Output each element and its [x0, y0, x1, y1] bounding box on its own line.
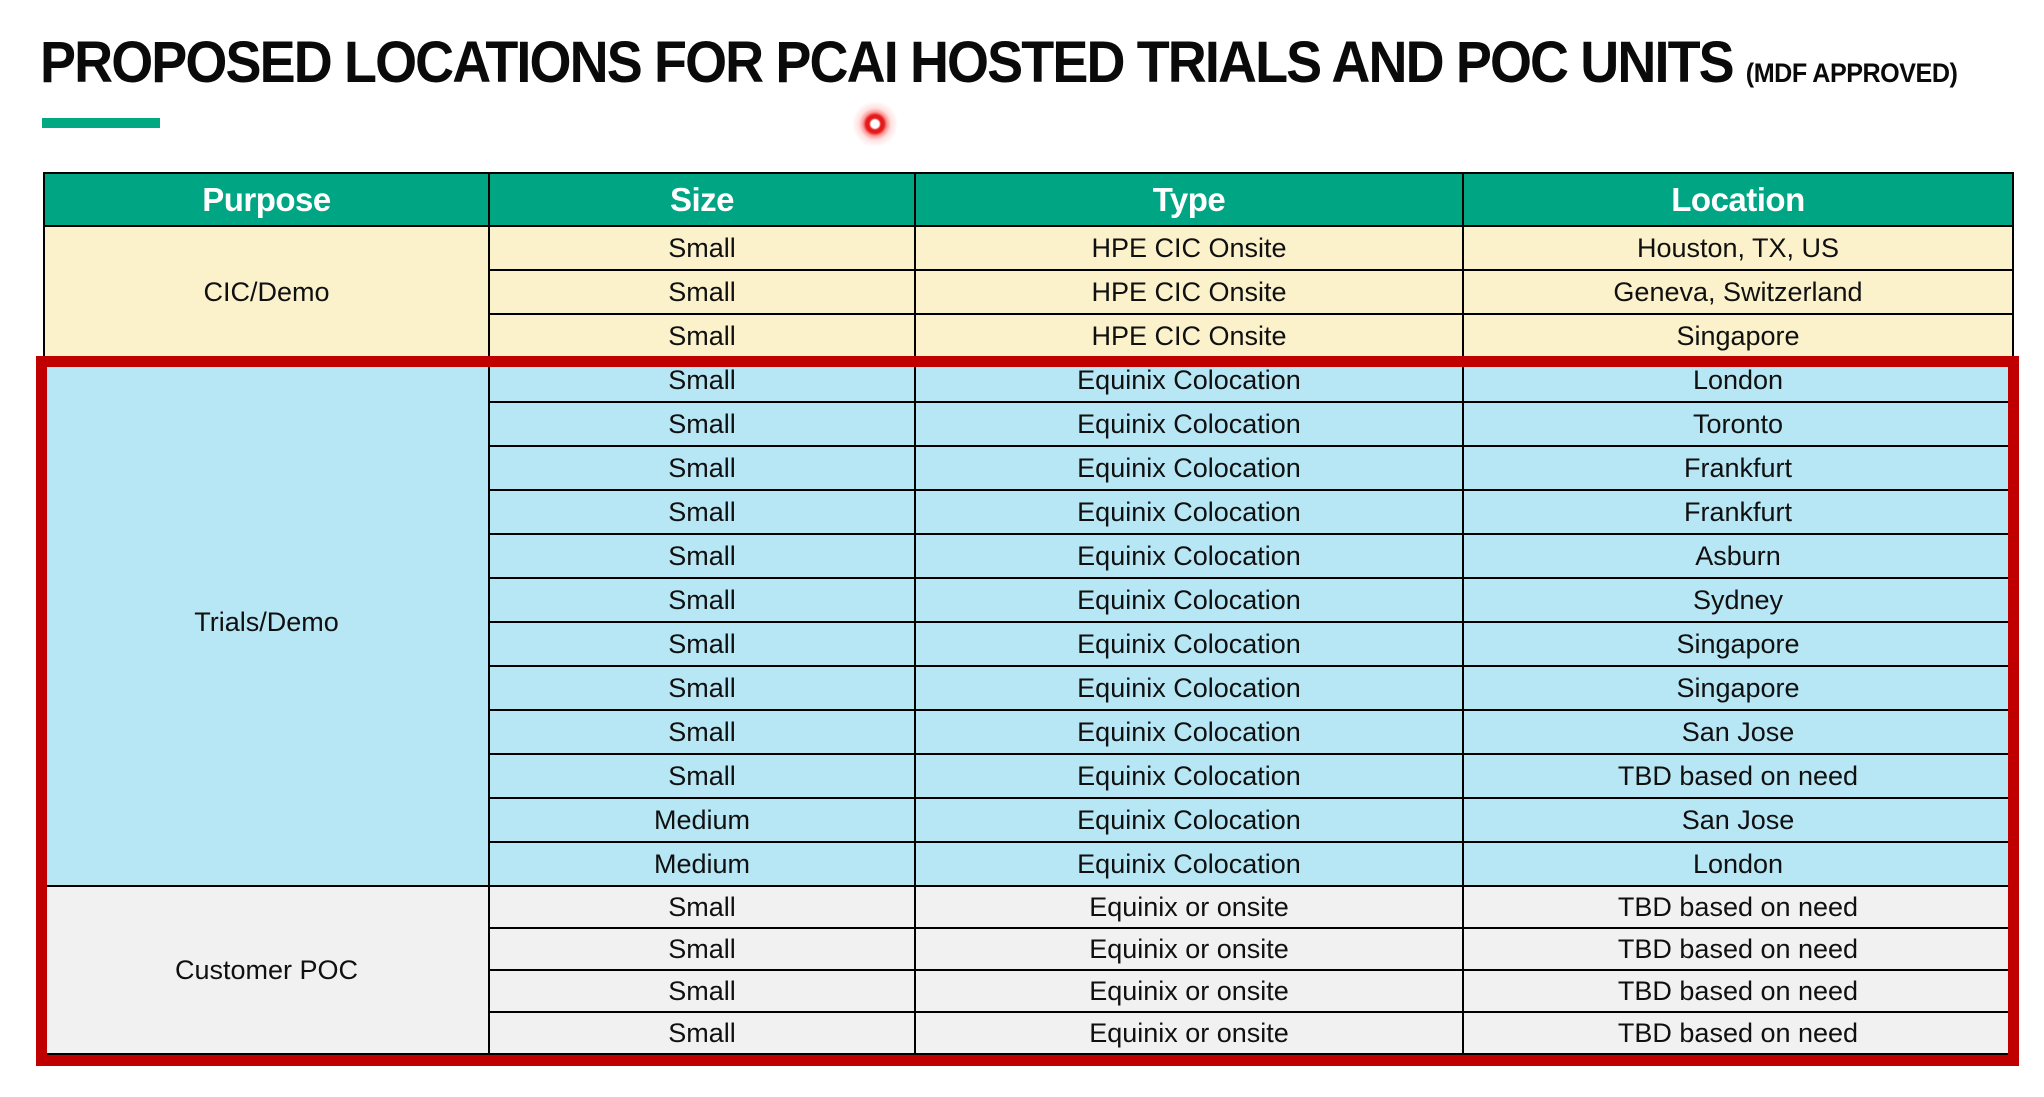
- section-customer-poc: Customer POC Small Equinix or onsite TBD…: [43, 885, 2014, 1055]
- size-cell: Small: [488, 753, 916, 799]
- type-cell: Equinix or onsite: [914, 927, 1464, 971]
- table-row: Small Equinix Colocation Asburn: [44, 533, 2014, 579]
- type-cell: Equinix Colocation: [914, 533, 1464, 579]
- location-cell: Frankfurt: [1462, 489, 2014, 535]
- size-cell: Small: [488, 225, 916, 271]
- type-cell: Equinix Colocation: [914, 841, 1464, 887]
- table-header: Purpose Size Type Location: [43, 172, 2014, 227]
- table-row: Small Equinix Colocation Sydney: [44, 577, 2014, 623]
- type-cell: Equinix or onsite: [914, 885, 1464, 929]
- type-cell: Equinix or onsite: [914, 1011, 1464, 1055]
- type-cell: Equinix Colocation: [914, 577, 1464, 623]
- type-cell: Equinix Colocation: [914, 621, 1464, 667]
- location-cell: London: [1462, 357, 2014, 403]
- location-cell: San Jose: [1462, 797, 2014, 843]
- size-cell: Medium: [488, 797, 916, 843]
- size-cell: Small: [488, 665, 916, 711]
- table-row: Small Equinix Colocation Frankfurt: [44, 445, 2014, 491]
- size-cell: Small: [488, 969, 916, 1013]
- header-cell-location: Location: [1462, 172, 2014, 227]
- location-cell: Sydney: [1462, 577, 2014, 623]
- type-cell: HPE CIC Onsite: [914, 225, 1464, 271]
- type-cell: Equinix Colocation: [914, 401, 1464, 447]
- purpose-cell: Trials/Demo: [43, 357, 490, 887]
- title-suffix: (MDF APPROVED): [1745, 58, 1958, 88]
- size-cell: Small: [488, 709, 916, 755]
- type-cell: Equinix or onsite: [914, 969, 1464, 1013]
- purpose-cell: CIC/Demo: [43, 225, 490, 359]
- type-cell: Equinix Colocation: [914, 709, 1464, 755]
- size-cell: Small: [488, 1011, 916, 1055]
- location-cell: TBD based on need: [1462, 969, 2014, 1013]
- table-row: Small Equinix Colocation Singapore: [44, 621, 2014, 667]
- header-cell-type: Type: [914, 172, 1464, 227]
- location-cell: TBD based on need: [1462, 885, 2014, 929]
- location-cell: TBD based on need: [1462, 927, 2014, 971]
- size-cell: Small: [488, 313, 916, 359]
- type-cell: Equinix Colocation: [914, 753, 1464, 799]
- type-cell: Equinix Colocation: [914, 445, 1464, 491]
- purpose-cell: Customer POC: [43, 885, 490, 1055]
- location-cell: Toronto: [1462, 401, 2014, 447]
- size-cell: Small: [488, 489, 916, 535]
- table-row: Medium Equinix Colocation London: [44, 841, 2014, 887]
- table-row: Small Equinix Colocation Toronto: [44, 401, 2014, 447]
- page-title: PROPOSED LOCATIONS FOR PCAI HOSTED TRIAL…: [40, 30, 1958, 97]
- location-cell: San Jose: [1462, 709, 2014, 755]
- table-row: Small Equinix Colocation San Jose: [44, 709, 2014, 755]
- size-cell: Small: [488, 533, 916, 579]
- size-cell: Small: [488, 927, 916, 971]
- type-cell: HPE CIC Onsite: [914, 313, 1464, 359]
- table-row: Small Equinix Colocation Singapore: [44, 665, 2014, 711]
- size-cell: Small: [488, 357, 916, 403]
- location-cell: TBD based on need: [1462, 1011, 2014, 1055]
- table-row: Medium Equinix Colocation San Jose: [44, 797, 2014, 843]
- table-row: Small HPE CIC Onsite Singapore: [44, 313, 2014, 359]
- table-row: Small Equinix Colocation Frankfurt: [44, 489, 2014, 535]
- table-row: Small Equinix or onsite TBD based on nee…: [44, 969, 2014, 1013]
- size-cell: Small: [488, 885, 916, 929]
- table-row: Small Equinix or onsite TBD based on nee…: [44, 927, 2014, 971]
- location-cell: Singapore: [1462, 621, 2014, 667]
- location-cell: TBD based on need: [1462, 753, 2014, 799]
- type-cell: Equinix Colocation: [914, 665, 1464, 711]
- type-cell: HPE CIC Onsite: [914, 269, 1464, 315]
- table-row: Small Equinix or onsite TBD based on nee…: [44, 1011, 2014, 1055]
- header-row: Purpose Size Type Location: [43, 172, 2014, 227]
- section-cic-demo: CIC/Demo Small HPE CIC Onsite Houston, T…: [43, 225, 2014, 359]
- location-cell: Singapore: [1462, 313, 2014, 359]
- laser-pointer-dot: [851, 100, 899, 148]
- size-cell: Small: [488, 577, 916, 623]
- type-cell: Equinix Colocation: [914, 489, 1464, 535]
- table-row: Customer POC Small Equinix or onsite TBD…: [43, 885, 2014, 1055]
- table-row: Small HPE CIC Onsite Geneva, Switzerland: [44, 269, 2014, 315]
- location-cell: Asburn: [1462, 533, 2014, 579]
- type-cell: Equinix Colocation: [914, 797, 1464, 843]
- size-cell: Medium: [488, 841, 916, 887]
- header-cell-purpose: Purpose: [43, 172, 490, 227]
- title-accent-bar: [42, 118, 160, 128]
- locations-table: Purpose Size Type Location CIC/Demo Smal…: [43, 172, 2014, 1055]
- section-trials-demo: Trials/Demo Small Equinix Colocation Lon…: [43, 357, 2014, 887]
- title-text: PROPOSED LOCATIONS FOR PCAI HOSTED TRIAL…: [40, 30, 1735, 95]
- table-row: CIC/Demo Small HPE CIC Onsite Houston, T…: [43, 225, 2014, 359]
- size-cell: Small: [488, 621, 916, 667]
- size-cell: Small: [488, 445, 916, 491]
- location-cell: London: [1462, 841, 2014, 887]
- table-row: Small Equinix Colocation TBD based on ne…: [44, 753, 2014, 799]
- size-cell: Small: [488, 401, 916, 447]
- location-cell: Houston, TX, US: [1462, 225, 2014, 271]
- location-cell: Frankfurt: [1462, 445, 2014, 491]
- size-cell: Small: [488, 269, 916, 315]
- location-cell: Singapore: [1462, 665, 2014, 711]
- header-cell-size: Size: [488, 172, 916, 227]
- location-cell: Geneva, Switzerland: [1462, 269, 2014, 315]
- table-row: Trials/Demo Small Equinix Colocation Lon…: [43, 357, 2014, 887]
- type-cell: Equinix Colocation: [914, 357, 1464, 403]
